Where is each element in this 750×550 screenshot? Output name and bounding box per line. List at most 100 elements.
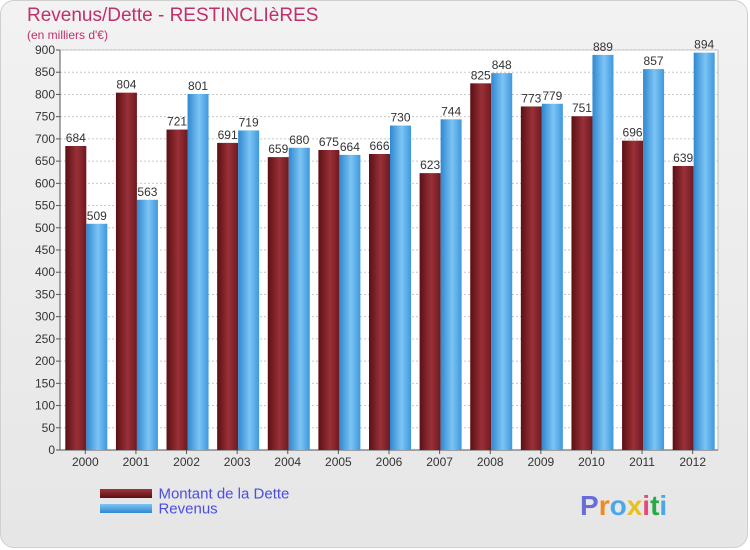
y-tick-label: 500 (35, 221, 55, 235)
bar-dette (267, 157, 289, 450)
data-label-dette: 639 (673, 151, 693, 165)
y-tick-label: 350 (35, 287, 55, 301)
x-tick-label: 2001 (123, 455, 150, 469)
x-tick-label: 2002 (173, 455, 200, 469)
x-tick-label: 2006 (376, 455, 403, 469)
data-label-revenus: 664 (340, 140, 360, 154)
data-label-dette: 666 (369, 139, 389, 153)
bar-revenus (693, 52, 715, 451)
bar-dette (166, 129, 188, 451)
bar-dette (419, 173, 441, 450)
logo-letter: o (609, 490, 627, 521)
logo-letter: i (642, 490, 651, 521)
proxiti-logo: Proxiti (580, 490, 667, 522)
logo-letter: P (580, 490, 599, 521)
x-tick-label: 2003 (224, 455, 251, 469)
legend-swatch-dette (100, 489, 152, 499)
data-label-revenus: 509 (87, 209, 107, 223)
y-tick-label: 900 (35, 43, 55, 57)
legend-swatch-revenus (100, 504, 152, 514)
data-label-revenus: 680 (289, 133, 309, 147)
data-label-revenus: 801 (188, 79, 208, 93)
data-label-revenus: 894 (694, 38, 714, 52)
data-label-dette: 804 (116, 78, 136, 92)
data-label-dette: 751 (572, 101, 592, 115)
y-tick-label: 550 (35, 199, 55, 213)
chart-subtitle: (en milliers d'€) (27, 28, 108, 42)
legend-label-revenus: Revenus (158, 500, 218, 518)
y-tick-label: 0 (48, 443, 55, 457)
data-label-dette: 825 (471, 68, 491, 82)
y-tick-label: 200 (35, 354, 55, 368)
legend-item-dette: Montant de la Dette (100, 486, 289, 501)
logo-letter: r (598, 490, 610, 521)
bar-revenus (643, 69, 665, 450)
logo-letter: x (626, 490, 643, 521)
y-tick-label: 750 (35, 110, 55, 124)
x-tick-label: 2010 (578, 455, 605, 469)
bar-revenus (187, 94, 209, 450)
y-tick-label: 700 (35, 132, 55, 146)
bar-revenus (288, 147, 310, 450)
data-label-dette: 721 (167, 115, 187, 129)
bar-revenus (390, 125, 411, 451)
bar-dette (672, 166, 694, 450)
bar-revenus (238, 130, 260, 450)
logo-letter: i (659, 490, 668, 521)
bar-revenus (592, 54, 614, 451)
data-label-dette: 691 (218, 128, 238, 142)
y-tick-label: 150 (35, 376, 55, 390)
data-label-dette: 659 (268, 142, 288, 156)
data-label-revenus: 848 (492, 58, 512, 72)
y-tick-label: 400 (35, 265, 55, 279)
bar-dette (622, 140, 644, 450)
bar-dette (571, 116, 593, 450)
y-tick-label: 450 (35, 243, 55, 257)
bar-revenus (86, 223, 108, 450)
bar-dette (369, 154, 390, 450)
data-label-dette: 773 (521, 91, 541, 105)
data-label-revenus: 744 (441, 104, 461, 118)
data-label-revenus: 730 (390, 111, 410, 125)
bar-dette (65, 146, 87, 450)
data-label-revenus: 563 (137, 185, 157, 199)
x-tick-label: 2011 (629, 455, 655, 469)
data-label-revenus: 857 (644, 54, 664, 68)
x-tick-label: 2000 (72, 455, 99, 469)
y-tick-label: 250 (35, 332, 55, 346)
chart-title: Revenus/Dette - RESTINCLIèRES (27, 5, 319, 26)
legend-label-dette: Montant de la Dette (158, 485, 290, 503)
bar-revenus (541, 103, 563, 451)
bar-revenus (491, 73, 513, 450)
y-tick-label: 300 (35, 310, 55, 324)
data-label-revenus: 779 (542, 89, 562, 103)
data-label-revenus: 719 (239, 115, 259, 129)
bar-dette (520, 106, 542, 450)
legend-item-revenus: Revenus (100, 501, 289, 516)
bar-revenus (136, 199, 158, 450)
legend: Montant de la Dette Revenus (100, 486, 289, 516)
y-tick-label: 100 (35, 399, 55, 413)
data-label-dette: 675 (319, 135, 339, 149)
x-tick-label: 2007 (426, 455, 453, 469)
data-label-dette: 684 (66, 131, 86, 145)
data-label-revenus: 889 (593, 40, 613, 54)
y-tick-label: 50 (42, 421, 56, 435)
bar-dette (470, 83, 492, 450)
y-tick-label: 850 (35, 65, 55, 79)
data-label-dette: 696 (623, 126, 643, 140)
bar-dette (318, 150, 340, 450)
x-tick-label: 2004 (274, 455, 301, 469)
data-label-dette: 623 (420, 158, 440, 172)
x-tick-label: 2005 (325, 455, 352, 469)
y-tick-label: 650 (35, 154, 55, 168)
bar-dette (115, 92, 137, 451)
bar-dette (217, 142, 239, 450)
x-tick-label: 2008 (477, 455, 504, 469)
bar-revenus (339, 154, 361, 450)
y-tick-label: 800 (35, 87, 55, 101)
logo-letter: t (650, 490, 660, 521)
x-tick-label: 2009 (527, 455, 554, 469)
bar-revenus (440, 119, 462, 450)
